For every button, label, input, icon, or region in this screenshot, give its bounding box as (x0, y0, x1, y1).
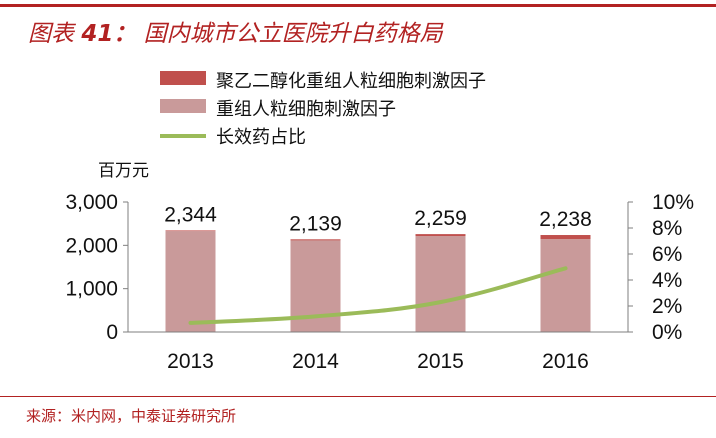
bar-gcsf-2015 (415, 236, 466, 332)
bar-gcsf-2013 (165, 231, 216, 332)
y-left-tick-label: 2,000 (65, 234, 118, 257)
legend-swatch-2 (160, 99, 206, 113)
y-left-tick-label: 1,000 (65, 278, 118, 301)
bar-total-label-2016: 2,238 (539, 208, 592, 231)
y-left-unit: 百万元 (98, 161, 149, 181)
figure-title-prefix: 图表 (28, 21, 74, 47)
header-rule (0, 4, 716, 7)
bar-total-label-2013: 2,344 (164, 203, 217, 226)
x-tick-label-2013: 2013 (167, 350, 214, 373)
bar-peg-gcsf-2013 (165, 230, 216, 232)
y-left-tick-label: 0 (106, 321, 118, 344)
figure-title-number: 41： (81, 21, 137, 47)
x-tick-label-2015: 2015 (417, 350, 464, 373)
figure-title-text: 国内城市公立医院升白药格局 (143, 21, 443, 47)
bar-peg-gcsf-2015 (415, 234, 466, 237)
y-right-tick-label: 6% (652, 243, 682, 266)
legend-label-2: 重组人粒细胞刺激因子 (216, 99, 396, 120)
source-note: 来源：米内网，中泰证券研究所 (26, 407, 237, 425)
legend-label-1: 聚乙二醇化重组人粒细胞刺激因子 (216, 71, 486, 92)
x-tick-label-2016: 2016 (542, 350, 589, 373)
legend-label-3: 长效药占比 (216, 127, 306, 148)
figure-title: 图表 41： 国内城市公立医院升白药格局 (28, 14, 443, 48)
line-long-acting-share (188, 266, 568, 325)
y-right-tick-label: 0% (652, 321, 682, 344)
bar-total-label-2015: 2,259 (414, 207, 467, 230)
y-right-tick-label: 2% (652, 295, 682, 318)
y-left-tick-label: 3,000 (65, 191, 118, 214)
bar-gcsf-2016 (540, 239, 591, 332)
bar-peg-gcsf-2014 (290, 239, 341, 241)
x-tick-label-2014: 2014 (292, 350, 339, 373)
y-right-tick-label: 10% (652, 191, 694, 214)
bar-total-label-2014: 2,139 (289, 212, 342, 235)
y-right-tick-label: 4% (652, 269, 682, 292)
y-right-tick-label: 8% (652, 217, 682, 240)
legend-swatch-1 (160, 71, 206, 85)
footer-rule (0, 396, 716, 397)
bar-peg-gcsf-2016 (540, 235, 591, 240)
